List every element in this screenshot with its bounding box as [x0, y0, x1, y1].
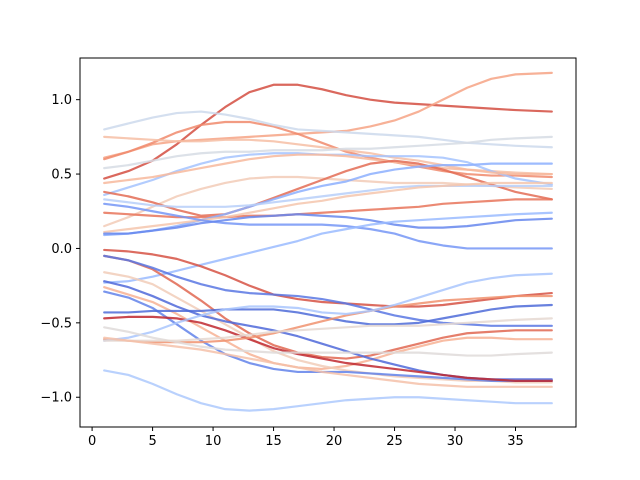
series-line-11 — [103, 198, 553, 219]
x-tick-label: 5 — [148, 434, 156, 449]
series-line-6 — [103, 135, 553, 170]
series-line-14 — [103, 181, 553, 234]
series-line-8 — [103, 153, 553, 185]
series-line-3 — [103, 120, 553, 179]
series-line-16 — [103, 213, 553, 235]
series-line-21 — [103, 286, 553, 371]
series-layer — [103, 71, 553, 412]
x-tick-label: 30 — [447, 434, 464, 449]
series-line-25 — [103, 315, 553, 382]
series-line-28 — [103, 272, 553, 342]
x-tick-label: 20 — [326, 434, 343, 449]
x-tick-label: 35 — [507, 434, 524, 449]
series-line-17 — [103, 211, 553, 284]
x-tick-label: 15 — [265, 434, 282, 449]
plot-area — [80, 58, 576, 427]
series-line-18 — [103, 248, 553, 308]
series-line-1 — [103, 83, 553, 180]
series-line-31 — [103, 336, 553, 388]
series-line-29 — [103, 326, 553, 357]
series-line-32 — [103, 369, 553, 412]
series-line-26 — [103, 303, 553, 326]
series-line-20 — [103, 254, 553, 327]
x-tick-label: 0 — [88, 434, 96, 449]
axes-frame — [79, 57, 577, 428]
y-tick-label: 0.0 — [51, 242, 72, 257]
x-tick-label: 10 — [205, 434, 222, 449]
axes-layer: 0 5 10 15 20 25 30 35 −1.0 −0.5 0.0 0.5 1.0 — [40, 57, 577, 449]
series-line-30 — [103, 317, 553, 342]
y-tick-label: 0.5 — [51, 168, 72, 183]
series-line-22 — [103, 271, 553, 384]
y-tick-label: −0.5 — [40, 316, 72, 331]
series-line-19 — [103, 254, 553, 360]
x-tick-label: 25 — [386, 434, 403, 449]
y-tick-label: 1.0 — [51, 93, 72, 108]
y-tick-label: −1.0 — [40, 391, 72, 406]
series-line-12 — [103, 162, 553, 237]
series-line-13 — [103, 184, 553, 208]
series-line-10 — [103, 159, 553, 217]
series-line-15 — [103, 202, 553, 250]
